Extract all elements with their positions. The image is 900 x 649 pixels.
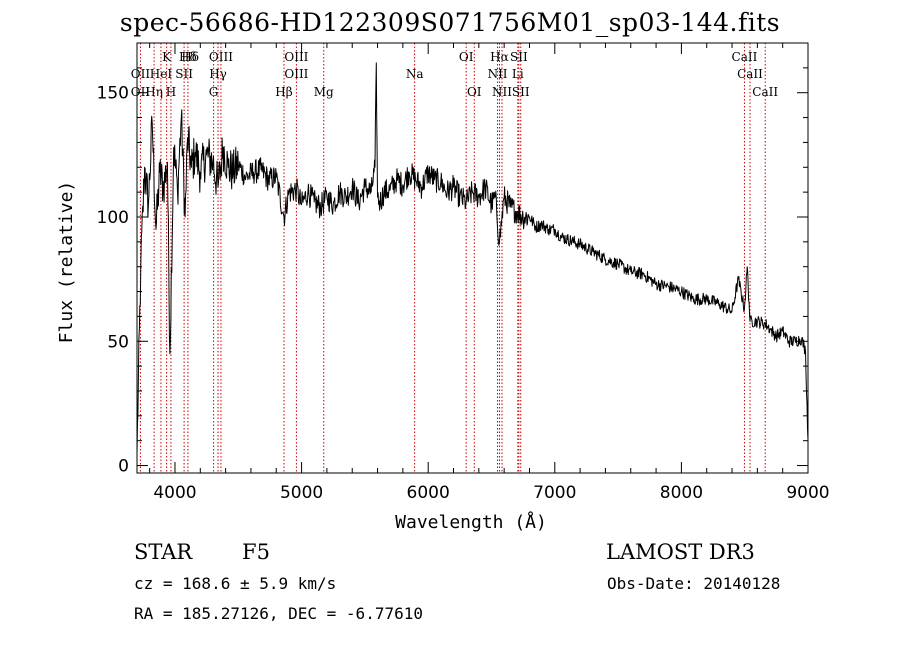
x-axis-title: Wavelength (Å)	[395, 511, 547, 533]
object-type: STAR	[134, 540, 193, 564]
obs-date: Obs-Date: 20140128	[607, 574, 781, 593]
line-label: OI	[459, 50, 474, 64]
x-tick-label: 9000	[786, 483, 829, 503]
line-label: Mg	[314, 85, 334, 99]
line-label: Hβ	[275, 85, 292, 99]
line-label: CaII	[752, 85, 778, 99]
line-label: SII	[512, 85, 530, 99]
line-label: Hδ	[179, 50, 197, 64]
line-label: NII	[492, 85, 512, 99]
velocity-text: cz = 168.6 ± 5.9 km/s	[134, 574, 337, 593]
line-label: OI	[467, 85, 482, 99]
line-label: K	[162, 50, 172, 64]
series-group	[136, 62, 809, 454]
line-label: Hγ	[209, 67, 227, 81]
line-label: Na	[406, 67, 424, 81]
line-label: NII	[488, 67, 508, 81]
line-markers-group	[139, 43, 766, 473]
line-label: G	[209, 85, 219, 99]
axes-group: 4000 5000 6000 7000 8000 9000 0 50 100 150	[97, 42, 830, 503]
plot-frame	[136, 42, 809, 474]
y-tick-label: 150	[97, 84, 129, 104]
x-tick-label: 4000	[153, 483, 196, 503]
x-tick-label: 7000	[533, 483, 576, 503]
y-tick-label: 100	[97, 208, 129, 228]
flux-series-line	[136, 62, 809, 454]
x-tick-label: 8000	[660, 483, 703, 503]
line-label: CaII	[737, 67, 763, 81]
line-label: Hα	[490, 50, 509, 64]
coords-text: RA = 185.27126, DEC = -6.77610	[134, 604, 423, 623]
line-label: OII	[131, 67, 151, 81]
subclass: F5	[242, 540, 270, 564]
line-label: CaII	[732, 50, 758, 64]
line-label: SII	[175, 67, 193, 81]
line-label: OIII	[284, 50, 308, 64]
x-tick-label: 5000	[280, 483, 323, 503]
line-label: Li	[512, 67, 524, 81]
y-axis-title: Flux (relative)	[56, 181, 77, 344]
y-tick-label: 50	[107, 332, 129, 352]
line-label: SII	[510, 50, 528, 64]
x-tick-label: 6000	[407, 483, 450, 503]
line-label: Hη	[145, 85, 163, 99]
line-label: H	[166, 85, 176, 99]
line-label: OII	[131, 85, 151, 99]
line-label: OIII	[209, 50, 233, 64]
survey-label: LAMOST DR3	[606, 540, 755, 564]
y-tick-label: 0	[118, 457, 129, 477]
line-label: OIII	[284, 67, 308, 81]
line-label: HeI	[150, 67, 173, 81]
chart-title: spec-56686-HD122309S071756M01_sp03-144.f…	[119, 8, 781, 37]
line-label: Hδ	[181, 50, 199, 64]
